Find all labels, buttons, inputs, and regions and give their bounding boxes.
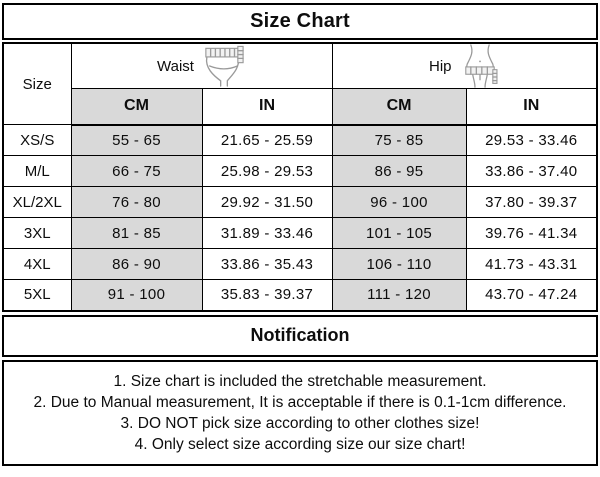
table-row: 5XL 91 - 100 35.83 - 39.37 111 - 120 43.… [2, 279, 598, 311]
size-cell: M/L [2, 155, 72, 187]
waist-in-cell: 31.89 - 33.46 [201, 217, 333, 249]
waist-in-cell: 35.83 - 39.37 [201, 279, 333, 311]
waist-cm-cell: 81 - 85 [70, 217, 203, 249]
waist-group-header: Waist [70, 42, 333, 89]
hip-in-cell: 37.80 - 39.37 [465, 186, 598, 218]
size-cell: 5XL [2, 279, 72, 311]
hip-in-cell: 33.86 - 37.40 [465, 155, 598, 187]
size-cell: 4XL [2, 248, 72, 280]
waist-group-label: Waist [157, 57, 194, 75]
waist-cm-cell: 55 - 65 [70, 124, 203, 156]
note-line: 4. Only select size according size our s… [134, 435, 466, 453]
size-cell: XL/2XL [2, 186, 72, 218]
hip-in-cell: 39.76 - 41.34 [465, 217, 598, 249]
hip-cm-cell: 96 - 100 [331, 186, 467, 218]
table-row: XL/2XL 76 - 80 29.92 - 31.50 96 - 100 37… [2, 186, 598, 218]
hip-cm-cell: 111 - 120 [331, 279, 467, 311]
waist-cm-cell: 86 - 90 [70, 248, 203, 280]
hip-in-cell: 41.73 - 43.31 [465, 248, 598, 280]
hip-measure-icon [460, 44, 500, 88]
table-row: 4XL 86 - 90 33.86 - 35.43 106 - 110 41.7… [2, 248, 598, 280]
hip-cm-cell: 101 - 105 [331, 217, 467, 249]
waist-cm-cell: 91 - 100 [70, 279, 203, 311]
waist-cm-cell: 66 - 75 [70, 155, 203, 187]
waist-measure-icon [202, 45, 246, 87]
table-row: 3XL 81 - 85 31.89 - 33.46 101 - 105 39.7… [2, 217, 598, 249]
hip-group-header: Hip [331, 42, 598, 89]
hip-cm-cell: 75 - 85 [331, 124, 467, 156]
waist-in-cell: 25.98 - 29.53 [201, 155, 333, 187]
size-table: Size Waist [2, 42, 599, 312]
header-unit-row: CM IN CM IN [3, 88, 598, 126]
size-cell: 3XL [2, 217, 72, 249]
page-title: Size Chart [2, 3, 598, 40]
waist-in-cell: 21.65 - 25.59 [201, 124, 333, 156]
table-row: XS/S 55 - 65 21.65 - 25.59 75 - 85 29.53… [2, 124, 598, 156]
notification-title: Notification [2, 314, 598, 357]
waist-in-cell: 29.92 - 31.50 [201, 186, 333, 218]
hip-in-cell: 43.70 - 47.24 [465, 279, 598, 311]
hip-group-label: Hip [429, 57, 452, 75]
notification-notes: 1. Size chart is included the stretchabl… [2, 359, 598, 466]
table-row: M/L 66 - 75 25.98 - 29.53 86 - 95 33.86 … [2, 155, 598, 187]
header-group-row: Size Waist [2, 42, 598, 125]
hip-in-header: IN [465, 88, 598, 126]
waist-cm-header: CM [70, 88, 203, 126]
note-line: 2. Due to Manual measurement, It is acce… [33, 393, 567, 411]
size-cell: XS/S [2, 124, 72, 156]
hip-in-cell: 29.53 - 33.46 [465, 124, 598, 156]
note-line: 1. Size chart is included the stretchabl… [113, 372, 487, 390]
hip-cm-header: CM [331, 88, 467, 126]
size-column-header: Size [2, 42, 72, 125]
waist-in-cell: 33.86 - 35.43 [201, 248, 333, 280]
hip-cm-cell: 86 - 95 [331, 155, 467, 187]
waist-in-header: IN [201, 88, 333, 126]
note-line: 3. DO NOT pick size according to other c… [120, 414, 480, 432]
waist-cm-cell: 76 - 80 [70, 186, 203, 218]
hip-cm-cell: 106 - 110 [331, 248, 467, 280]
